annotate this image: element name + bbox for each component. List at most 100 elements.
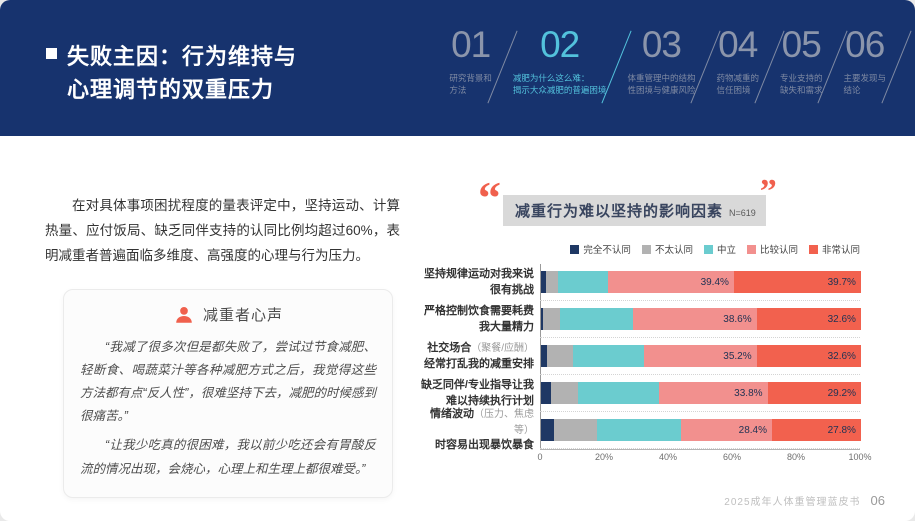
bar-segment <box>541 382 552 404</box>
stacked-bar: 35.2% 32.6% <box>541 345 861 367</box>
legend-swatch <box>703 244 713 254</box>
bar-segment: 39.7% <box>733 271 861 293</box>
quote-card-title: 减重者心声 <box>202 307 283 325</box>
chart-row: 社交场合（聚餐/应酬） 经常打乱我的减重安排 35.2% 32.6% <box>420 338 890 375</box>
chart-row: 严格控制饮食需要耗费 我大量精力 38.6% 32.6% <box>420 301 890 338</box>
page-title: 失败主因：行为维持与 心理调节的双重压力 <box>67 40 297 106</box>
page-title-line1: 失败主因：行为维持与 <box>67 44 298 69</box>
legend-label: 中立 <box>716 245 736 256</box>
bar-track: 28.4% 27.8% <box>540 412 861 449</box>
legend-item: 非常认同 <box>808 242 860 256</box>
nav-label: 药物减重的 信任困境 <box>716 72 759 95</box>
title-bullet-square <box>46 48 57 59</box>
nav-label: 研究背景和 方法 <box>449 72 492 95</box>
segment-value-label: 33.8% <box>734 387 763 399</box>
segment-value-label: 32.6% <box>827 350 856 362</box>
bar-segment <box>541 345 548 367</box>
person-icon <box>176 306 192 323</box>
nav-item-06[interactable]: 06 主要发现与 结论 <box>837 24 912 106</box>
chart-title: 减重行为难以坚持的影响因素 <box>515 203 724 220</box>
x-tick-label: 100% <box>848 452 872 462</box>
bar-segment <box>541 308 543 330</box>
footer: 2025成年人体重管理蓝皮书 06 <box>724 493 885 508</box>
bar-segment <box>559 308 634 330</box>
close-quote-icon: ” <box>759 173 777 210</box>
row-label: 严格控制饮食需要耗费 我大量精力 <box>424 304 534 333</box>
bar-track: 35.2% 32.6% <box>540 338 861 375</box>
footer-page-number: 06 <box>870 493 885 508</box>
page-title-line2: 心理调节的双重压力 <box>67 77 275 102</box>
footer-book-title: 2025成年人体重管理蓝皮书 <box>724 497 861 508</box>
nav-label: 主要发现与 结论 <box>843 72 886 95</box>
row-label: 社交场合（聚餐/应酬） 经常打乱我的减重安排 <box>424 341 534 370</box>
left-column: 在对具体事项困扰程度的量表评定中，坚持运动、计算热量、应付饭局、缺乏同伴支持的认… <box>45 194 400 498</box>
chart-title-row: “ 减重行为难以坚持的影响因素 N=619 ” <box>478 172 890 226</box>
intro-paragraph: 在对具体事项困扰程度的量表评定中，坚持运动、计算热量、应付饭局、缺乏同伴支持的认… <box>45 198 400 263</box>
bar-track: 39.4% 39.7% <box>540 264 861 301</box>
bar-segment <box>551 382 579 404</box>
bar-segment: 27.8% <box>772 419 861 441</box>
nav-item-05[interactable]: 05 专业支持的 缺失和需求 <box>774 24 849 106</box>
nav-label: 专业支持的 缺失和需求 <box>779 72 823 95</box>
chart-legend: 完全不认同 不太认同 中立 比较认同 非常认同 <box>420 242 860 256</box>
nav-item-04[interactable]: 04 药物减重的 信任困境 <box>710 25 785 106</box>
bar-segment: 38.6% <box>633 308 757 330</box>
bar-track: 33.8% 29.2% <box>540 375 861 412</box>
quote-paragraph-2: “让我少吃真的很困难，我以前少吃还会有胃酸反流的情况出现，会烧心，心理上和生理上… <box>80 438 376 476</box>
bar-segment <box>547 345 574 367</box>
stacked-bar: 33.8% 29.2% <box>541 382 861 404</box>
bar-track: 38.6% 32.6% <box>540 301 861 338</box>
bar-segment: 33.8% <box>659 382 768 404</box>
nav-label: 减肥为什么这么难： 揭示大众减肥的普遍困境 <box>512 72 607 95</box>
legend-swatch <box>570 244 580 254</box>
nav-label: 体重管理中的结构 性困境与健康风险 <box>627 72 696 95</box>
quote-card: 减重者心声 “我减了很多次但是都失败了，尝试过节食减肥、轻断食、喝蔬菜汁等各种减… <box>63 288 393 498</box>
bar-segment: 39.4% <box>607 271 734 293</box>
chart-row: 缺乏同伴/专业指导让我 难以持续执行计划 33.8% 29.2% <box>420 375 890 412</box>
bar-segment <box>578 382 660 404</box>
legend-label: 比较认同 <box>759 245 798 256</box>
legend-item: 不太认同 <box>641 242 693 256</box>
nav-number: 06 <box>845 24 885 65</box>
x-tick-label: 40% <box>658 452 678 462</box>
section-nav: 01 研究背景和 方法 02 减肥为什么这么难： 揭示大众减肥的普遍困境 03 体重管理中… <box>443 0 915 136</box>
row-label-note: （聚餐/应酬） <box>471 342 534 354</box>
nav-item-03[interactable]: 03 体重管理中的结构 性困境与健康风险 <box>621 25 722 106</box>
x-tick-label: 20% <box>594 452 614 462</box>
title-block: 失败主因：行为维持与 心理调节的双重压力 <box>0 0 297 136</box>
header: 失败主因：行为维持与 心理调节的双重压力 01 研究背景和 方法 02 减肥为什么这么… <box>0 0 915 136</box>
legend-item: 中立 <box>703 242 736 256</box>
bar-segment: 35.2% <box>644 345 757 367</box>
legend-swatch <box>641 244 651 254</box>
x-tick-label: 80% <box>786 452 806 462</box>
bar-segment <box>554 419 598 441</box>
bar-segment: 32.6% <box>756 345 861 367</box>
row-label: 坚持规律运动对我来说 很有挑战 <box>424 267 534 296</box>
legend-label: 非常认同 <box>821 245 860 256</box>
x-tick-label: 60% <box>722 452 742 462</box>
sample-size-label: N=619 <box>729 208 756 218</box>
bar-segment <box>546 271 558 293</box>
legend-label: 完全不认同 <box>583 245 631 256</box>
bar-segment: 32.6% <box>756 308 861 330</box>
chart-row: 坚持规律运动对我来说 很有挑战 39.4% 39.7% <box>420 264 890 301</box>
stacked-bar: 39.4% 39.7% <box>541 271 861 293</box>
segment-value-label: 35.2% <box>723 350 752 362</box>
nav-item-01[interactable]: 01 研究背景和 方法 <box>443 24 518 106</box>
nav-number: 01 <box>451 24 491 65</box>
nav-number: 02 <box>540 24 580 65</box>
segment-value-label: 29.2% <box>827 387 856 399</box>
legend-label: 不太认同 <box>654 245 693 256</box>
nav-number: 05 <box>781 24 822 65</box>
open-quote-icon: “ <box>478 172 501 223</box>
x-axis-line <box>540 449 860 450</box>
stacked-bar: 38.6% 32.6% <box>541 308 861 330</box>
bar-segment: 29.2% <box>767 382 861 404</box>
nav-item-02[interactable]: 02 减肥为什么这么难： 揭示大众减肥的普遍困境 <box>507 24 633 106</box>
segment-value-label: 39.4% <box>700 276 729 288</box>
row-label-note: （压力、焦虑等） <box>474 408 534 436</box>
stacked-bar-chart: 坚持规律运动对我来说 很有挑战 39.4% 39.7% 严格控制饮食需要耗费 我大量精力 3… <box>420 264 890 451</box>
quote-card-header: 减重者心声 <box>80 304 376 326</box>
segment-value-label: 32.6% <box>827 313 856 325</box>
